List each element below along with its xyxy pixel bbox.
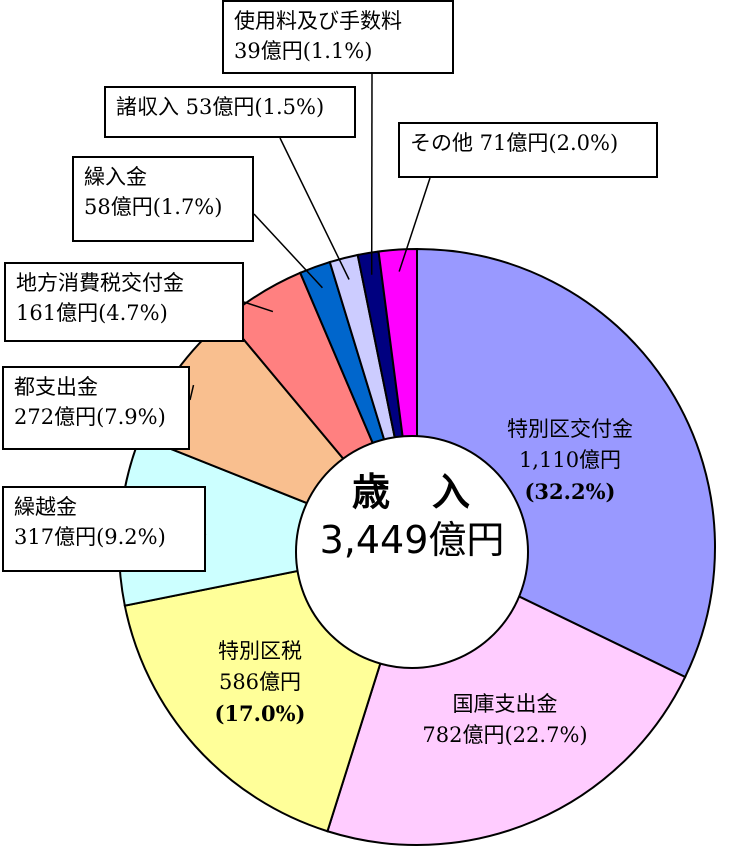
callout-toshishutsu: 都支出金 272億円(7.9%) xyxy=(2,366,190,450)
center-label: 歳 入 3,449億円 xyxy=(296,468,528,564)
callout-shiyoryo: 使用料及び手数料 39億円(1.1%) xyxy=(222,0,454,74)
callout-chihoshohizei: 地方消費税交付金 161億円(4.7%) xyxy=(4,262,244,342)
callout-kurikoshi: 繰越金 317億円(9.2%) xyxy=(2,486,206,572)
label-tokubetsuku-kofukin-value: 1,110億円 xyxy=(518,448,622,472)
callout-kurikoshi-name: 繰越金 xyxy=(14,495,77,519)
leader-kurire xyxy=(253,213,323,289)
center-total: 3,449億円 xyxy=(319,518,505,562)
callout-shoshunyu: 諸収入 53億円(1.5%) xyxy=(104,86,356,138)
callout-kurire-name: 繰入金 xyxy=(84,165,147,189)
callout-shoshunyu-text: 諸収入 53億円(1.5%) xyxy=(116,95,325,119)
label-tokubetsukuzei-name: 特別区税 xyxy=(218,639,302,663)
callout-kurikoshi-value: 317億円(9.2%) xyxy=(14,525,166,549)
leader-chihoshohizei xyxy=(243,301,274,313)
label-kokko-value: 782億円(22.7%) xyxy=(422,723,588,747)
leader-shoshunyu xyxy=(279,137,350,280)
callout-sonota: その他 71億円(2.0%) xyxy=(398,122,658,178)
callout-shiyoryo-name: 使用料及び手数料 xyxy=(234,9,402,33)
label-tokubetsuku-kofukin-percent: (32.2%) xyxy=(524,479,616,504)
callout-shiyoryo-value: 39億円(1.1%) xyxy=(234,39,373,63)
leader-sonota xyxy=(398,177,431,272)
label-tokubetsuku-kofukin-name: 特別区交付金 xyxy=(507,417,633,441)
label-tokubetsukuzei-percent: (17.0%) xyxy=(214,701,306,726)
callout-kurire: 繰入金 58億円(1.7%) xyxy=(72,156,254,242)
center-title: 歳 入 xyxy=(351,470,472,514)
callout-chihoshohizei-name: 地方消費税交付金 xyxy=(16,271,184,295)
label-tokubetsukuzei: 特別区税 586億円 (17.0%) xyxy=(180,636,340,729)
callout-kurire-value: 58億円(1.7%) xyxy=(84,195,223,219)
donut-hole xyxy=(295,435,529,669)
callout-toshishutsu-value: 272億円(7.9%) xyxy=(14,405,166,429)
callout-chihoshohizei-value: 161億円(4.7%) xyxy=(16,301,168,325)
label-kokko: 国庫支出金 782億円(22.7%) xyxy=(395,689,615,751)
label-kokko-name: 国庫支出金 xyxy=(452,692,558,716)
callout-toshishutsu-name: 都支出金 xyxy=(14,375,98,399)
leader-toshishutsu xyxy=(189,384,195,401)
label-tokubetsuku-kofukin: 特別区交付金 1,110億円 (32.2%) xyxy=(470,414,670,507)
label-tokubetsukuzei-value: 586億円 xyxy=(218,670,302,694)
callout-sonota-text: その他 71億円(2.0%) xyxy=(410,131,619,155)
